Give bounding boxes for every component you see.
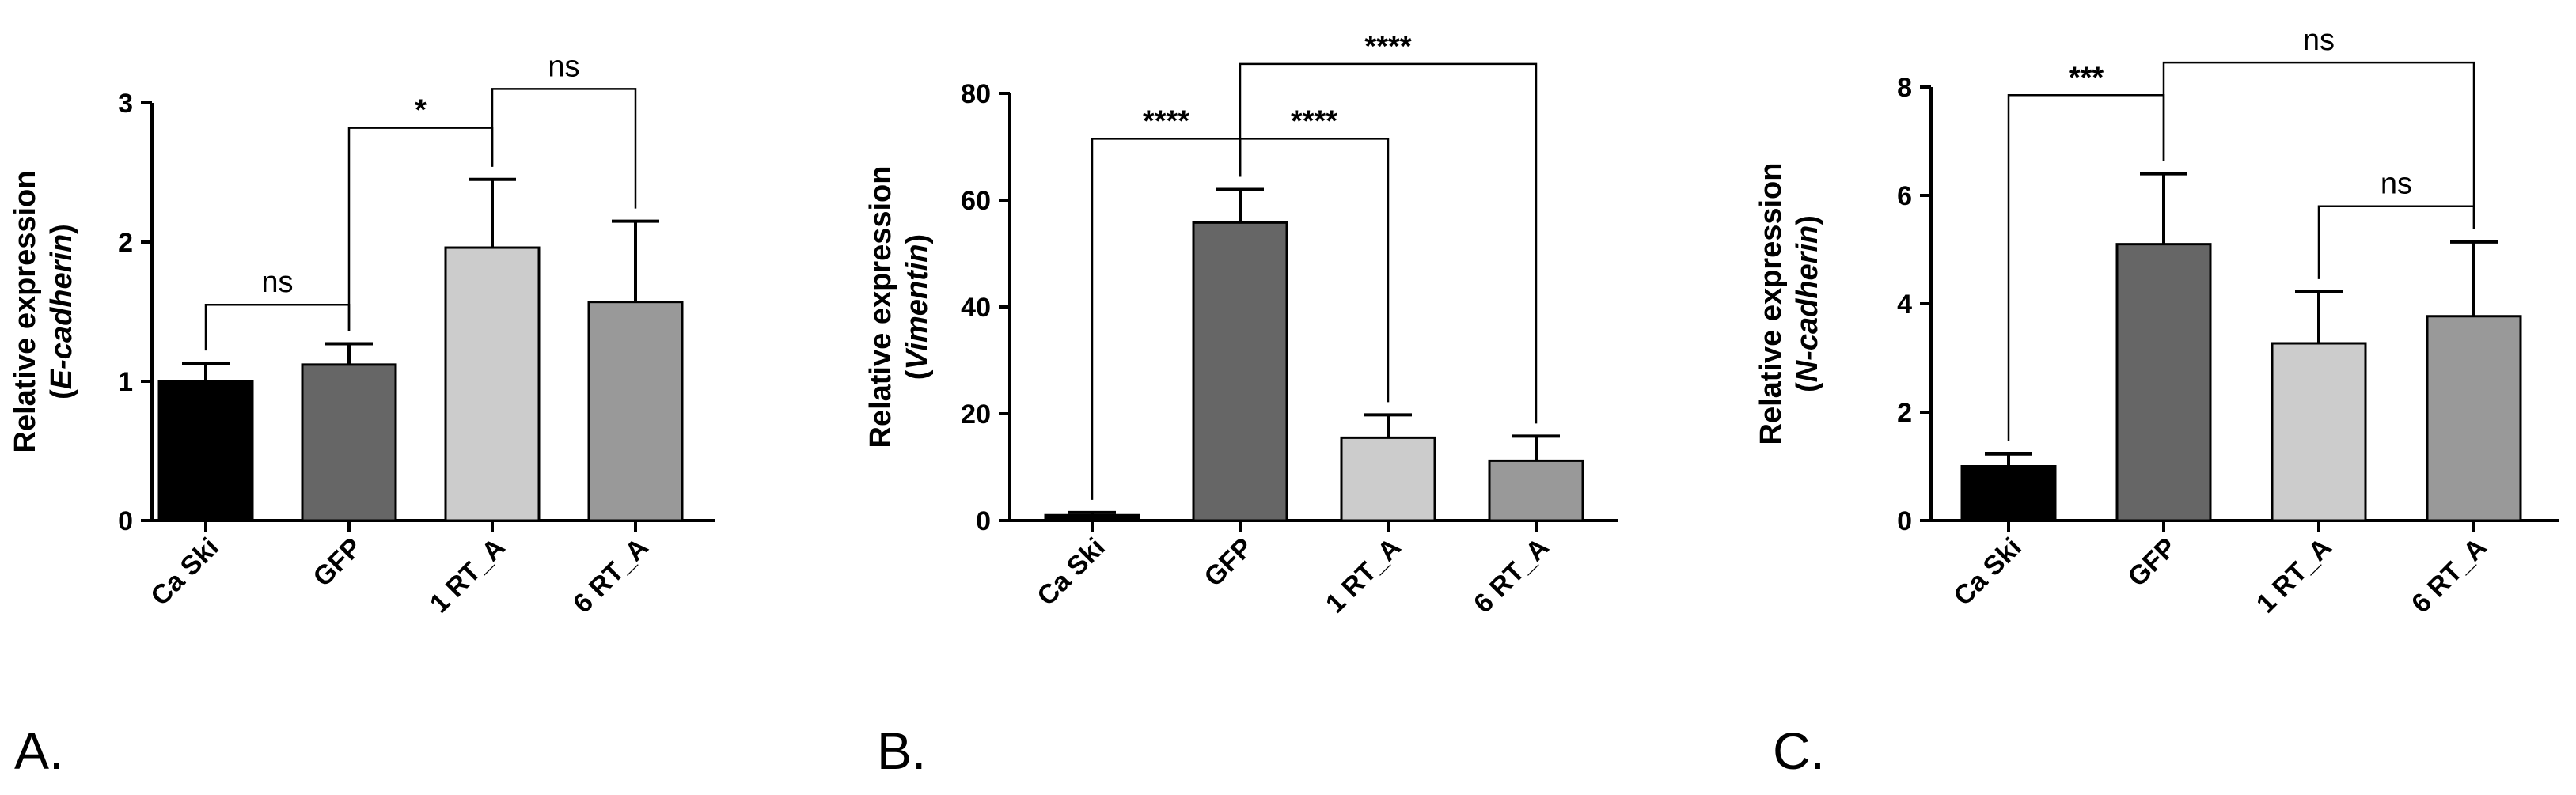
paren-open: ( — [901, 369, 934, 380]
x-tick-label: Ca Ski — [145, 532, 224, 611]
y-tick-label: 60 — [961, 186, 991, 216]
significance-label: ns — [2381, 168, 2412, 201]
significance-label: ns — [261, 266, 293, 299]
y-axis-label-gene: (Vimentin) — [901, 234, 934, 380]
significance-bracket — [2162, 61, 2475, 229]
bar-1-rt-a — [1340, 436, 1436, 522]
x-tick-label: 6 RT_A — [567, 532, 654, 619]
x-tick-label: GFP — [1198, 532, 1258, 592]
x-tick-label: 6 RT_A — [2406, 532, 2493, 619]
y-tick-label: 3 — [118, 89, 133, 119]
x-tick-label: 6 RT_A — [1468, 532, 1555, 619]
x-tick-label: 1 RT_A — [424, 532, 511, 619]
significance-label: **** — [1143, 104, 1189, 138]
x-tick-label: GFP — [307, 532, 367, 592]
paren-open: ( — [1791, 382, 1824, 392]
panel-letter: C. — [1773, 721, 1825, 780]
significance-label: **** — [1291, 104, 1337, 138]
bar-6-rt-a — [587, 301, 684, 522]
bar-gfp — [301, 363, 397, 522]
gene-name: N-cadherin — [1791, 225, 1824, 382]
significance-label: *** — [2069, 61, 2104, 94]
y-tick-label: 1 — [118, 367, 133, 397]
bar-gfp — [2115, 243, 2212, 522]
y-tick-label: 20 — [961, 399, 991, 430]
y-axis-label: Relative expression — [864, 166, 897, 449]
bar-1-rt-a — [444, 246, 541, 522]
y-axis-label: Relative expression — [9, 171, 42, 453]
bar-ca-ski — [1044, 513, 1140, 522]
significance-bracket — [491, 88, 637, 209]
panel-letter: A. — [14, 721, 63, 780]
y-axis-label-gene: (N-cadherin) — [1791, 215, 1824, 392]
gene-name: E-cadherin — [45, 234, 78, 389]
paren-close: ) — [1791, 215, 1824, 225]
significance-bracket — [2317, 205, 2475, 279]
x-tick-label: Ca Ski — [1031, 532, 1110, 611]
y-tick-label: 4 — [1897, 290, 1912, 320]
bar-gfp — [1192, 221, 1288, 522]
significance-label: **** — [1364, 30, 1411, 63]
y-tick-label: 0 — [976, 506, 991, 536]
bar-1-rt-a — [2271, 342, 2367, 522]
significance-bracket — [1239, 62, 1538, 424]
paren-close: ) — [45, 224, 78, 234]
y-axis-label-gene: (E-cadherin) — [45, 224, 78, 399]
significance-label: * — [415, 94, 427, 127]
y-tick-label: 8 — [1897, 73, 1912, 103]
y-tick-label: 40 — [961, 293, 991, 323]
x-tick-label: GFP — [2122, 532, 2182, 592]
paren-open: ( — [45, 389, 78, 399]
y-tick-label: 80 — [961, 79, 991, 109]
y-axis-label: Relative expression — [1755, 163, 1788, 445]
significance-label: ns — [2303, 24, 2335, 57]
gene-name: Vimentin — [901, 244, 934, 369]
bar-ca-ski — [1960, 465, 2057, 522]
y-tick-label: 2 — [118, 228, 133, 258]
y-tick-label: 0 — [1897, 506, 1912, 536]
bar-6-rt-a — [1488, 459, 1584, 522]
significance-label: ns — [548, 50, 579, 83]
x-tick-label: 1 RT_A — [1320, 532, 1407, 619]
x-tick-label: Ca Ski — [1948, 532, 2027, 611]
y-tick-label: 2 — [1897, 398, 1912, 428]
x-tick-label: 1 RT_A — [2251, 532, 2338, 619]
panel-c: 0 2 4 6 8 Ca Ski GFP 1 RT_A 6 RT_A *** ns ns Relativ… — [1755, 24, 2559, 780]
y-tick-label: 0 — [118, 506, 133, 536]
bar-6-rt-a — [2426, 315, 2522, 522]
panel-letter: B. — [877, 721, 926, 780]
y-tick-label: 6 — [1897, 181, 1912, 211]
bar-ca-ski — [157, 380, 254, 522]
panel-a: 0 1 2 3 Ca Ski GFP 1 RT_A 6 RT_A ns * ns Relative e… — [9, 50, 715, 780]
paren-close: ) — [901, 234, 934, 244]
panel-b: 0 20 40 60 80 Ca Ski GFP 1 RT_A 6 RT_A **** **** **… — [864, 30, 1618, 780]
